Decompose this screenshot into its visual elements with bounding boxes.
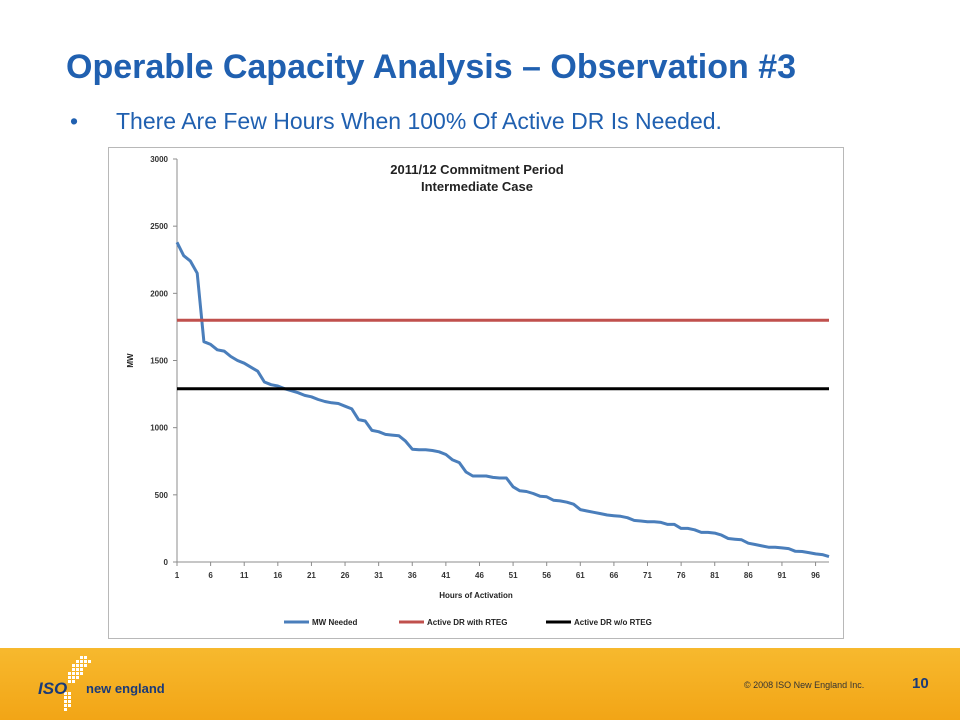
iso-new-england-logo: ISO new england [38, 656, 165, 711]
footer-bar: ISO new england [0, 648, 960, 720]
chart-title-line: 2011/12 Commitment Period [390, 162, 563, 177]
bullet-dot: • [70, 108, 79, 134]
bullet-point: • There Are Few Hours When 100% Of Active… [70, 108, 722, 135]
x-tick-label: 86 [744, 571, 753, 580]
x-tick-label: 6 [208, 571, 213, 580]
new-england-map-icon [64, 656, 91, 711]
x-tick-label: 61 [576, 571, 585, 580]
bullet-text: There Are Few Hours When 100% Of Active … [116, 108, 722, 134]
x-tick-label: 81 [710, 571, 719, 580]
chart-frame: 0 500 1000 1500 2000 2500 3000 1 6 11 16 21 26 31 36 41… [108, 147, 844, 639]
series-line-1 [175, 241, 830, 559]
x-tick-label: 31 [374, 571, 383, 580]
y-tick-label: 2000 [150, 289, 168, 298]
chart-title-line: Intermediate Case [421, 179, 533, 194]
legend-label-2: Active DR with RTEG [427, 618, 507, 627]
logo-iso-text: ISO [38, 679, 67, 698]
x-tick-label: 46 [475, 571, 484, 580]
legend-label-1: MW Needed [312, 618, 357, 627]
y-tick-label: 500 [155, 491, 169, 500]
x-tick-label: 51 [509, 571, 518, 580]
y-tick-label: 1500 [150, 357, 168, 366]
x-axis-label: Hours of Activation [439, 591, 513, 600]
y-axis-label: MW [126, 353, 135, 368]
x-tick-label: 76 [677, 571, 686, 580]
legend-label-3: Active DR w/o RTEG [574, 618, 652, 627]
x-tick-label: 11 [240, 571, 249, 580]
page-number: 10 [912, 675, 929, 692]
y-tick-label: 0 [164, 558, 169, 567]
y-tick-label: 2500 [150, 222, 168, 231]
x-tick-label: 16 [273, 571, 282, 580]
x-tick-label: 91 [777, 571, 786, 580]
x-tick-label: 41 [441, 571, 450, 580]
x-tick-label: 36 [408, 571, 417, 580]
y-tick-label: 3000 [150, 155, 168, 164]
x-tick-label: 71 [643, 571, 652, 580]
logo-new-england-text: new england [86, 681, 165, 696]
x-tick-label: 96 [811, 571, 820, 580]
slide-title: Operable Capacity Analysis – Observation… [66, 48, 797, 86]
x-tick-label: 21 [307, 571, 316, 580]
x-tick-label: 56 [542, 571, 551, 580]
copyright-text: © 2008 ISO New England Inc. [744, 680, 865, 690]
y-tick-label: 1000 [150, 424, 168, 433]
x-tick-label: 66 [609, 571, 618, 580]
x-tick-label: 26 [341, 571, 350, 580]
x-tick-label: 1 [175, 571, 180, 580]
